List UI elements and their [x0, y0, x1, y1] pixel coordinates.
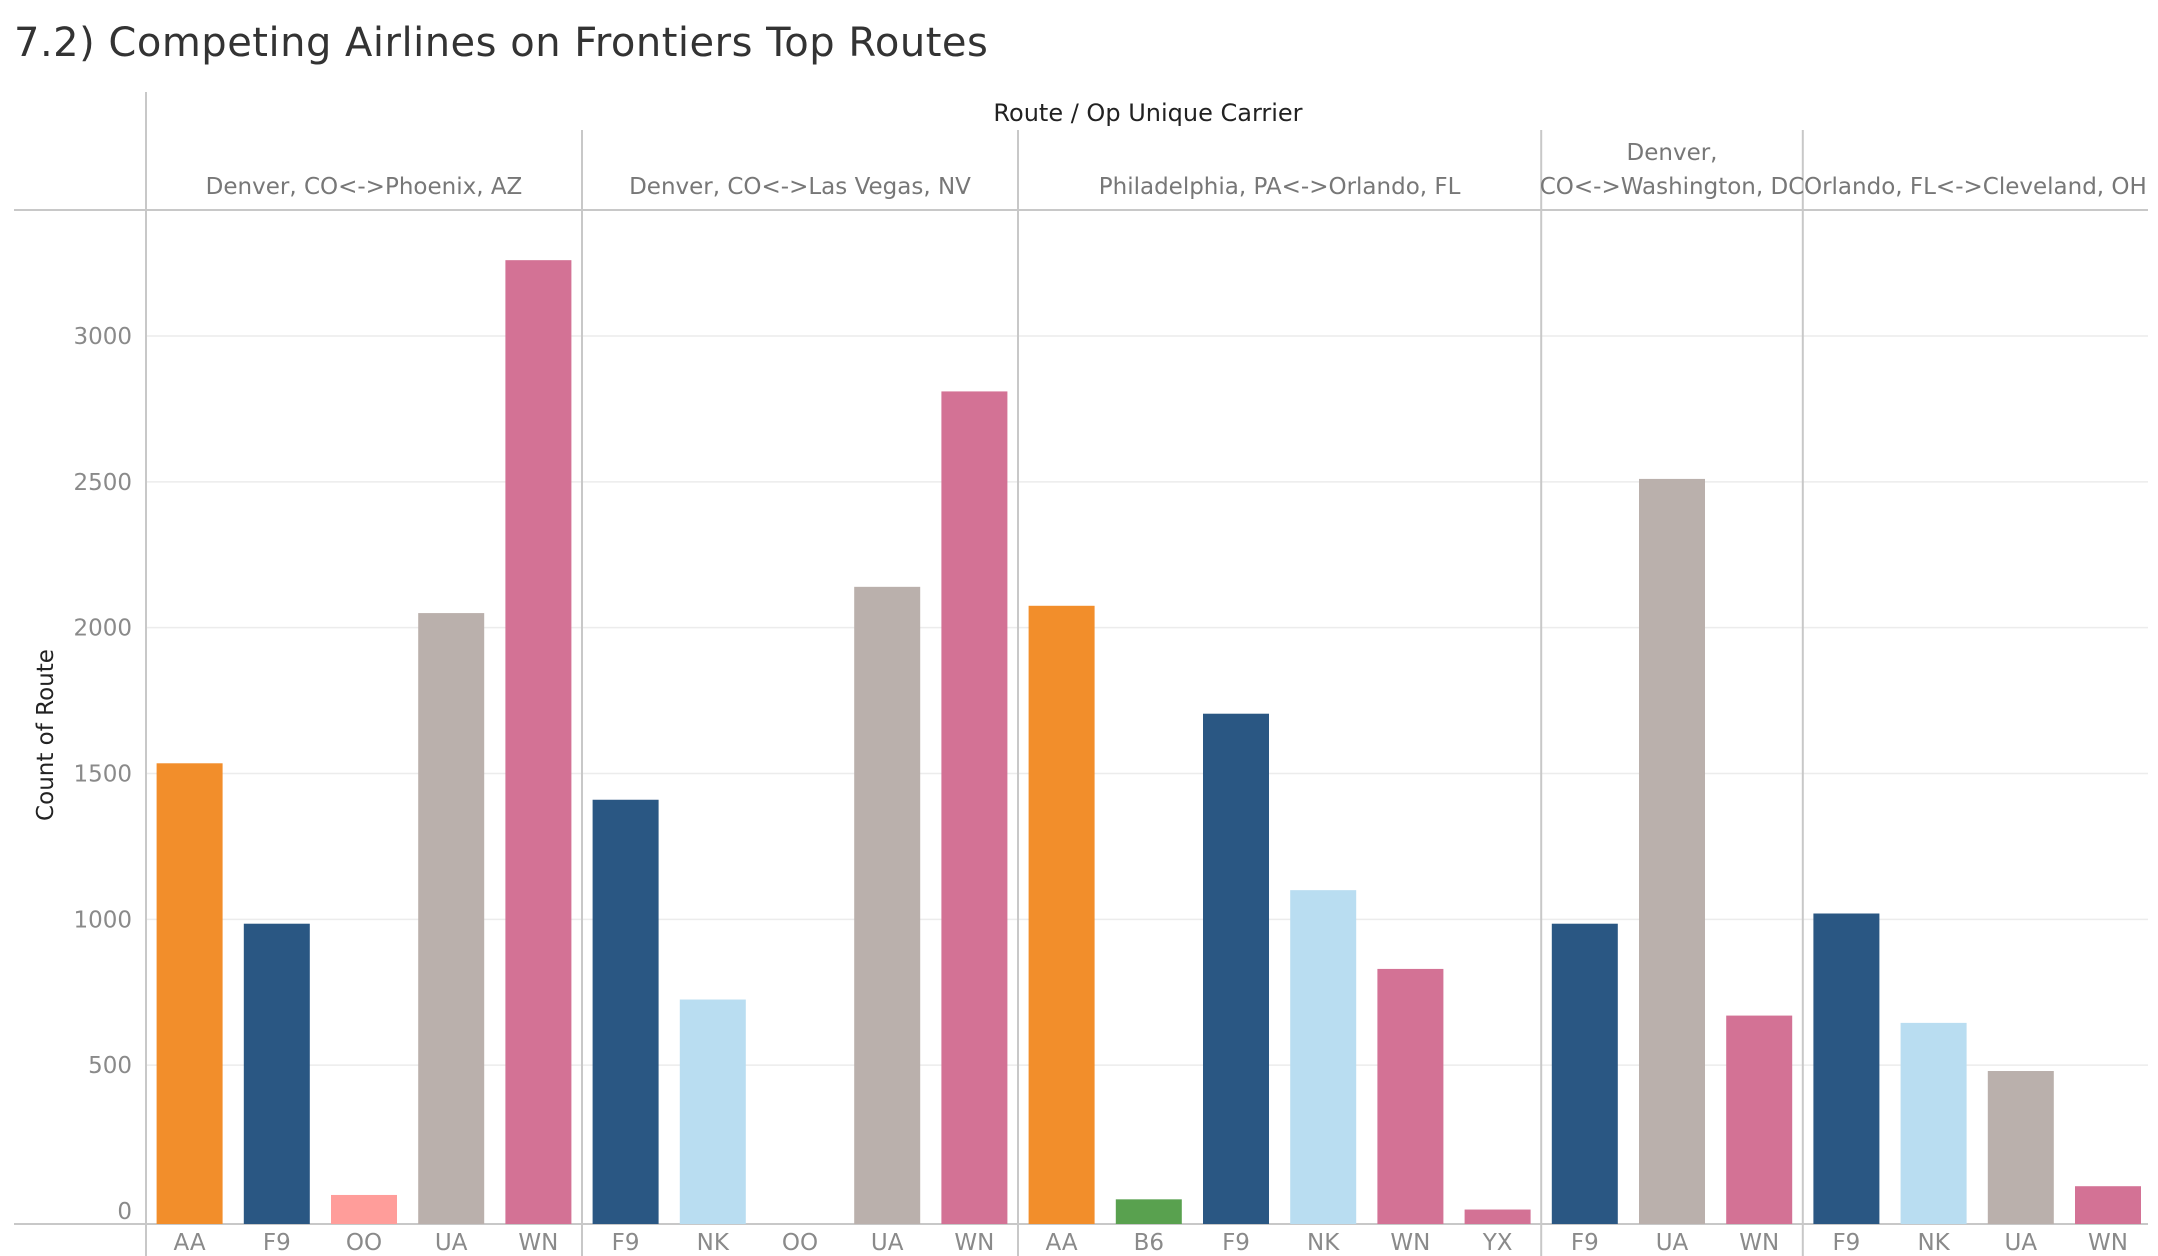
bar-4-nk [1900, 1022, 1967, 1224]
bar-1-nk [679, 999, 746, 1224]
column-header-title: Route / Op Unique Carrier [993, 99, 1302, 127]
x-tick-2-aa: AA [1046, 1230, 1078, 1256]
x-tick-1-wn: WN [954, 1230, 994, 1256]
x-tick-2-b6: B6 [1134, 1230, 1164, 1256]
x-tick-0-oo: OO [346, 1230, 382, 1256]
bar-2-yx [1464, 1209, 1531, 1224]
bar-4-f9 [1813, 913, 1880, 1224]
x-tick-3-f9: F9 [1571, 1230, 1599, 1256]
bar-2-f9 [1203, 713, 1269, 1224]
x-tick-4-nk: NK [1917, 1230, 1950, 1256]
bar-1-wn [941, 391, 1008, 1225]
route-header-2-line-0: Philadelphia, PA<->Orlando, FL [1099, 174, 1461, 200]
x-tick-2-f9: F9 [1222, 1230, 1250, 1256]
x-tick-2-nk: NK [1307, 1230, 1340, 1256]
y-tick-500: 500 [88, 1053, 132, 1079]
y-tick-2000: 2000 [73, 616, 132, 642]
x-tick-4-wn: WN [2088, 1230, 2128, 1256]
x-tick-1-f9: F9 [612, 1230, 640, 1256]
route-header-1-line-0: Denver, CO<->Las Vegas, NV [629, 174, 971, 200]
bar-0-ua [418, 613, 485, 1224]
bar-1-f9 [592, 799, 659, 1224]
x-tick-4-f9: F9 [1832, 1230, 1860, 1256]
y-tick-1000: 1000 [73, 907, 132, 933]
bar-0-f9 [243, 923, 310, 1224]
x-tick-0-aa: AA [174, 1230, 206, 1256]
bar-4-wn [2075, 1186, 2141, 1224]
x-tick-4-ua: UA [2005, 1230, 2038, 1256]
y-tick-3000: 3000 [73, 324, 132, 350]
bar-2-b6 [1115, 1199, 1182, 1224]
y-axis-title: Count of Route [33, 649, 59, 821]
x-tick-2-yx: YX [1482, 1230, 1513, 1256]
bar-3-f9 [1551, 923, 1618, 1224]
route-header-0-line-0: Denver, CO<->Phoenix, AZ [206, 174, 523, 200]
y-tick-1500: 1500 [73, 762, 132, 788]
bar-3-ua [1639, 478, 1705, 1225]
y-tick-2500: 2500 [73, 470, 132, 496]
x-tick-1-ua: UA [871, 1230, 904, 1256]
bar-0-aa [156, 763, 223, 1224]
x-tick-1-oo: OO [782, 1230, 818, 1256]
bar-3-wn [1726, 1015, 1793, 1224]
route-header-3-line-0: Denver, [1627, 140, 1718, 166]
bar-2-aa [1028, 605, 1095, 1224]
x-tick-3-wn: WN [1739, 1230, 1779, 1256]
bar-4-ua [1987, 1071, 2054, 1224]
bar-1-ua [854, 586, 921, 1224]
x-tick-0-f9: F9 [263, 1230, 291, 1256]
bar-2-wn [1377, 968, 1444, 1224]
bar-2-nk [1290, 890, 1357, 1224]
x-tick-3-ua: UA [1656, 1230, 1689, 1256]
bar-0-wn [505, 260, 572, 1225]
x-tick-0-wn: WN [518, 1230, 558, 1256]
route-header-4-line-0: Orlando, FL<->Cleveland, OH [1804, 174, 2147, 200]
route-header-3-line-1: CO<->Washington, DC [1540, 174, 1805, 200]
chart-title: 7.2) Competing Airlines on Frontiers Top… [14, 20, 989, 66]
y-tick-0: 0 [117, 1199, 132, 1225]
bar-0-oo [331, 1194, 397, 1224]
x-tick-0-ua: UA [435, 1230, 468, 1256]
x-tick-2-wn: WN [1390, 1230, 1430, 1256]
x-tick-1-nk: NK [697, 1230, 730, 1256]
